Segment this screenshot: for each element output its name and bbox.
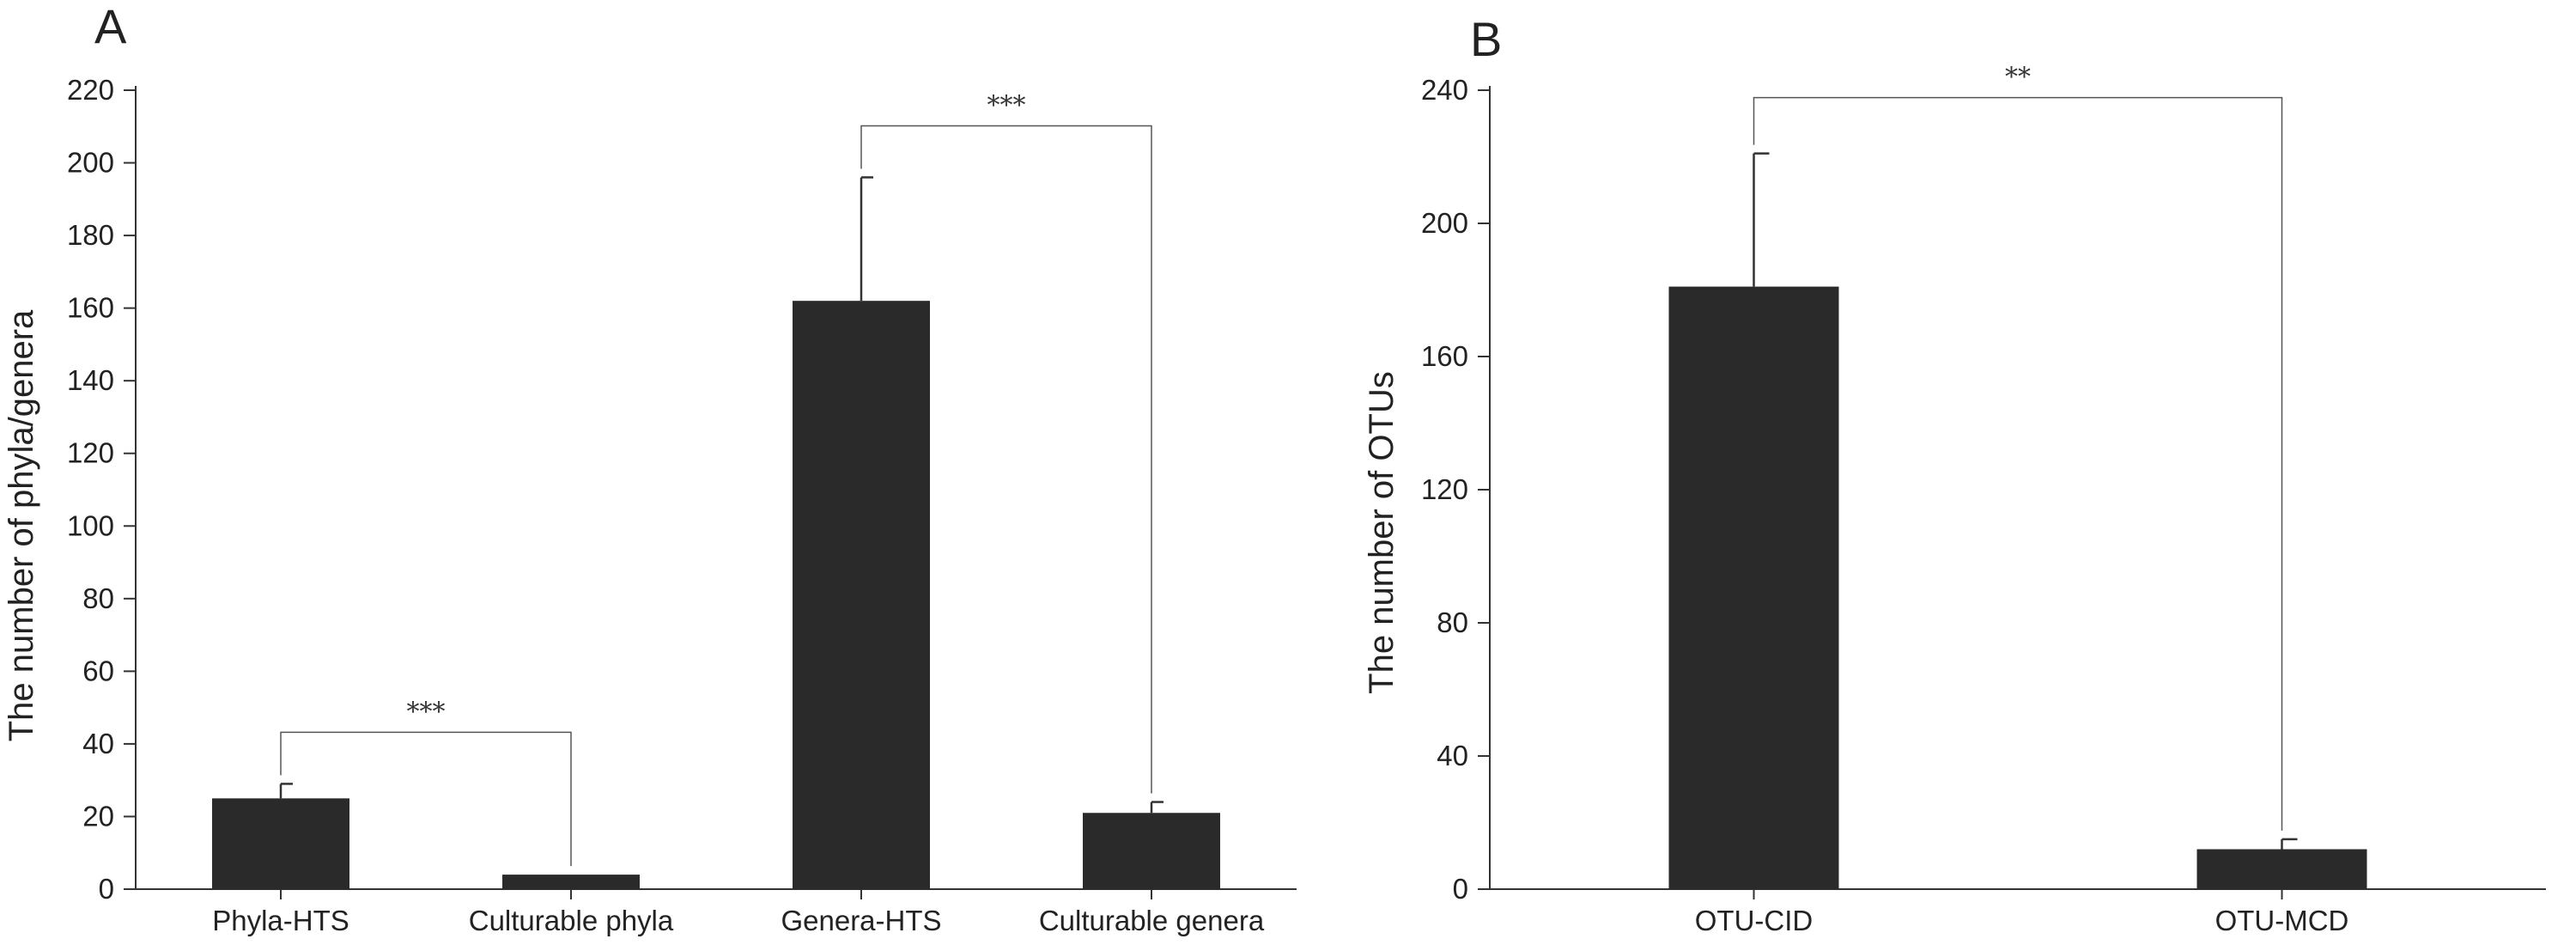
panel-a-y-tick-label: 100	[67, 509, 114, 541]
panel-a-y-tick-label: 40	[82, 728, 114, 759]
panel-a-y-tick-label: 140	[67, 364, 114, 396]
panel-a-y-tick-label: 60	[82, 655, 114, 686]
panel-a-bar	[793, 301, 930, 889]
panel-a-bar	[212, 798, 349, 889]
panel-b-y-tick-label: 120	[1421, 473, 1468, 505]
panel-a-y-tick-label: 20	[82, 800, 114, 832]
panel-b-y-tick-label: 0	[1453, 873, 1468, 905]
panel-b-y-tick-label: 200	[1421, 207, 1468, 239]
panel-a-significance-bracket	[280, 731, 572, 867]
panel-b-x-tick-label: OTU-MCD	[2215, 905, 2349, 936]
panel-a-x-tick-label: Phyla-HTS	[212, 905, 349, 936]
panel-a-chart: A The number of phyla/genera 0 20 40 60 80 10…	[3, 0, 1297, 936]
panel-a-y-tick-label: 160	[67, 292, 114, 324]
panel-b-y-tick-label: 40	[1437, 740, 1468, 771]
panel-b-bar	[1668, 286, 1839, 889]
panel-b-letter: B	[1470, 12, 1502, 66]
panel-a-letter: A	[94, 0, 127, 53]
panel-a-x-tick-label: Culturable phyla	[469, 905, 674, 936]
panel-b-chart: B The number of OTUs 0 40 80 120 160 200 240 OT…	[1363, 12, 2546, 936]
panel-a-x-tick-label: Culturable genera	[1039, 905, 1265, 936]
panel-b-y-tick-label: 160	[1421, 340, 1468, 372]
panel-a-bar	[502, 875, 640, 889]
panel-a-y-tick-label: 0	[99, 873, 114, 905]
panel-a-significance-bracket	[860, 125, 1152, 794]
panel-b-bar	[2196, 849, 2367, 889]
panel-b-x-tick-label: OTU-CID	[1695, 905, 1813, 936]
panel-b-y-axis-title: The number of OTUs	[1363, 371, 1400, 694]
panel-a-significance-label: ***	[987, 90, 1026, 120]
panel-a-y-tick-label: 200	[67, 147, 114, 179]
panel-a-significance-label: ***	[407, 697, 446, 727]
panel-b-significance-label: **	[2005, 63, 2031, 93]
panel-a-y-axis-title: The number of phyla/genera	[3, 309, 40, 741]
panel-b-y-tick-label: 240	[1421, 74, 1468, 106]
panel-a-y-tick-label: 220	[67, 74, 114, 106]
panel-b-y-tick-label: 80	[1437, 607, 1468, 638]
panel-a-x-tick-label: Genera-HTS	[781, 905, 941, 936]
panel-a-y-tick-label: 80	[82, 582, 114, 614]
panel-a-y-tick-label: 120	[67, 437, 114, 469]
panel-b-significance-bracket	[1753, 96, 2283, 831]
panel-a-y-tick-label: 180	[67, 219, 114, 251]
panel-a-bar	[1083, 813, 1220, 889]
